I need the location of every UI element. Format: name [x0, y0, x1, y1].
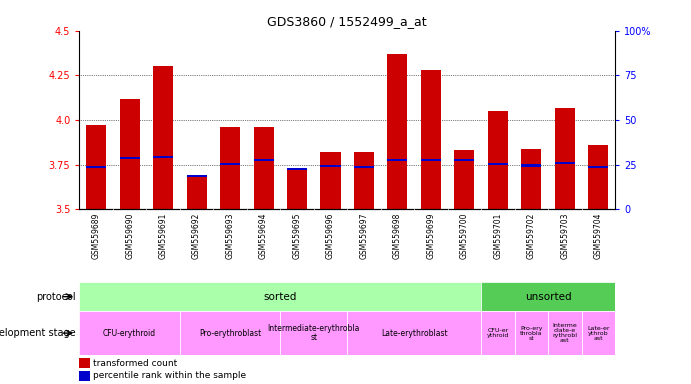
Bar [454, 151, 475, 209]
Bar [555, 108, 575, 209]
Bar [421, 159, 441, 161]
Text: GSM559701: GSM559701 [493, 213, 502, 259]
Bar [153, 156, 173, 158]
Bar [79, 311, 180, 355]
Bar [120, 157, 140, 159]
Bar [79, 358, 90, 368]
Bar [588, 166, 608, 169]
Bar [481, 282, 615, 311]
Bar [521, 164, 541, 167]
Text: GSM559704: GSM559704 [594, 213, 603, 260]
Text: Pro-ery
throbla
st: Pro-ery throbla st [520, 326, 542, 341]
Bar [347, 311, 481, 355]
Bar [488, 163, 508, 165]
Bar [388, 54, 408, 209]
Text: GSM559699: GSM559699 [426, 213, 435, 260]
Text: CFU-er
ythroid: CFU-er ythroid [486, 328, 509, 338]
Text: GSM559690: GSM559690 [125, 213, 134, 260]
Text: Interme
diate-e
rythrobl
ast: Interme diate-e rythrobl ast [552, 323, 577, 343]
Bar [281, 311, 347, 355]
Text: GSM559697: GSM559697 [359, 213, 368, 260]
Bar [180, 311, 281, 355]
Bar [86, 166, 106, 169]
Bar [555, 162, 575, 164]
Text: GSM559698: GSM559698 [393, 213, 402, 259]
Bar [481, 311, 515, 355]
Bar [521, 149, 541, 209]
Text: Late-erythroblast: Late-erythroblast [381, 329, 448, 338]
Title: GDS3860 / 1552499_a_at: GDS3860 / 1552499_a_at [267, 15, 427, 28]
Bar [321, 152, 341, 209]
Bar [354, 152, 374, 209]
Text: GSM559702: GSM559702 [527, 213, 536, 259]
Text: GSM559689: GSM559689 [92, 213, 101, 259]
Bar [187, 175, 207, 177]
Text: percentile rank within the sample: percentile rank within the sample [93, 371, 246, 381]
Bar [287, 168, 307, 209]
Text: GSM559696: GSM559696 [326, 213, 335, 260]
Text: Intermediate-erythrobla
st: Intermediate-erythrobla st [267, 324, 360, 343]
Bar [454, 159, 475, 161]
Bar [287, 168, 307, 170]
Bar [86, 125, 106, 209]
Bar [321, 166, 341, 167]
Bar [488, 111, 508, 209]
Text: GSM559693: GSM559693 [225, 213, 234, 260]
Bar [588, 145, 608, 209]
Bar [220, 127, 240, 209]
Bar [187, 177, 207, 209]
Text: protocol: protocol [37, 291, 76, 302]
Bar [220, 163, 240, 165]
Text: transformed count: transformed count [93, 359, 177, 368]
Bar [79, 371, 90, 381]
Text: unsorted: unsorted [524, 291, 571, 302]
Bar [421, 70, 441, 209]
Bar [388, 159, 408, 161]
Text: development stage: development stage [0, 328, 76, 338]
Bar [254, 127, 274, 209]
Text: CFU-erythroid: CFU-erythroid [103, 329, 156, 338]
Text: Pro-erythroblast: Pro-erythroblast [199, 329, 261, 338]
Bar [548, 311, 582, 355]
Bar [153, 66, 173, 209]
Bar [515, 311, 548, 355]
Text: GSM559700: GSM559700 [460, 213, 469, 260]
Bar [254, 159, 274, 161]
Text: GSM559692: GSM559692 [192, 213, 201, 259]
Text: Late-er
ythrob
ast: Late-er ythrob ast [587, 326, 609, 341]
Text: GSM559703: GSM559703 [560, 213, 569, 260]
Text: sorted: sorted [263, 291, 297, 302]
Bar [582, 311, 615, 355]
Text: GSM559691: GSM559691 [159, 213, 168, 259]
Bar [120, 99, 140, 209]
Bar [79, 282, 481, 311]
Text: GSM559694: GSM559694 [259, 213, 268, 260]
Text: GSM559695: GSM559695 [292, 213, 301, 260]
Bar [354, 166, 374, 169]
